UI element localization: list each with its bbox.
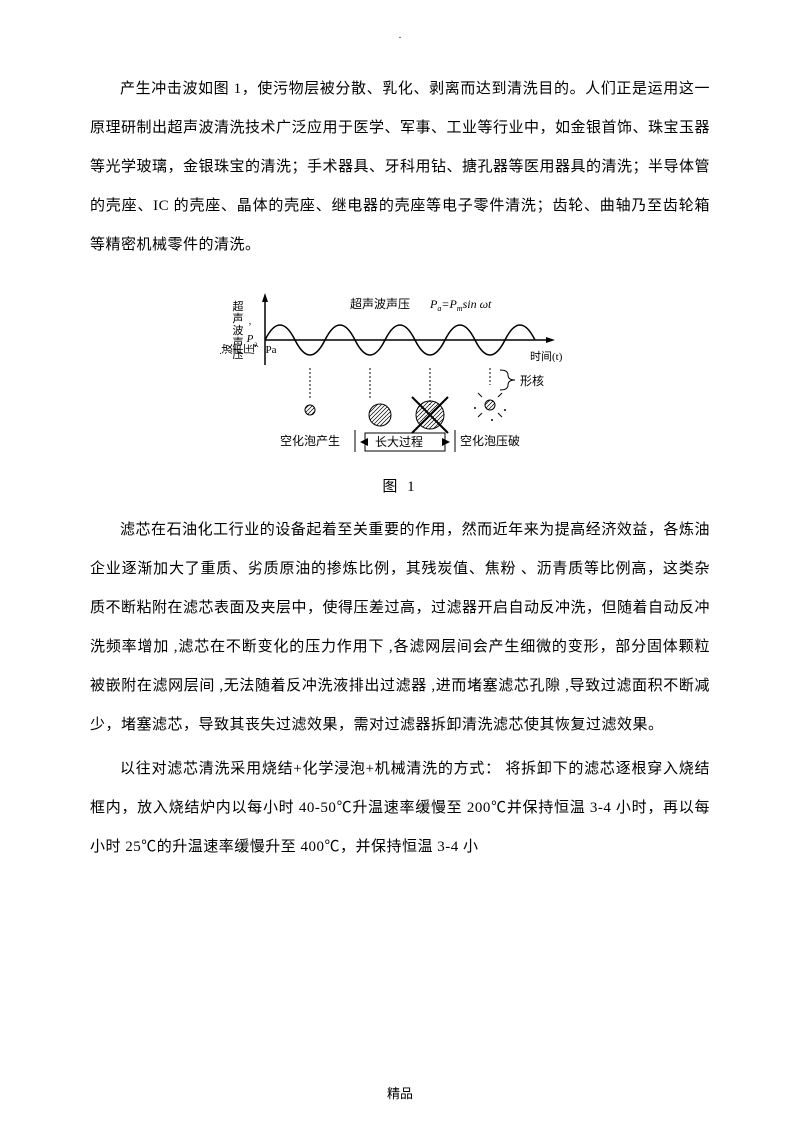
paragraph-2: 滤芯在石油化工行业的设备起着至关重要的作用，然而近年来为提高经济效益，各炼油企业…: [90, 511, 710, 745]
x-axis-label: 时间(t): [530, 350, 563, 363]
label-bubble-gen: 空化泡产生: [280, 434, 340, 448]
label-formation: 形核: [520, 374, 544, 388]
svg-text:P: P: [246, 333, 254, 345]
top-marker: .: [0, 30, 800, 41]
svg-text:声: 声: [233, 335, 244, 349]
label-growth: 长大过程: [375, 434, 423, 449]
svg-text:超: 超: [233, 299, 244, 313]
svg-text:波: 波: [233, 324, 244, 337]
svg-text:,: ,: [249, 316, 252, 327]
figure-1-container: 超声波声压，Pa 超 声 波 声 压 , P a 超声波声压 Pa=Pmsin …: [90, 290, 710, 496]
y-axis-label: 超声波声压，Pa: [220, 344, 277, 357]
svg-text:压: 压: [233, 348, 244, 361]
figure-1-caption: 图 1: [90, 475, 710, 496]
svg-text:声: 声: [233, 311, 244, 325]
formula-label: 超声波声压: [350, 296, 410, 311]
footer-text: 精品: [0, 1083, 800, 1102]
formula: Pa=Pmsin ωt: [429, 297, 492, 313]
paragraph-1: 产生冲击波如图 1，使污物层被分散、乳化、剥离而达到清洗目的。人们正是运用这一原…: [90, 70, 710, 265]
figure-1-svg: 超声波声压，Pa 超 声 波 声 压 , P a 超声波声压 Pa=Pmsin …: [220, 290, 580, 455]
paragraph-3: 以往对滤芯清洗采用烧结+化学浸泡+机械清洗的方式： 将拆卸下的滤芯逐根穿入烧结框…: [90, 750, 710, 867]
label-collapse: 空化泡压破: [460, 433, 520, 448]
